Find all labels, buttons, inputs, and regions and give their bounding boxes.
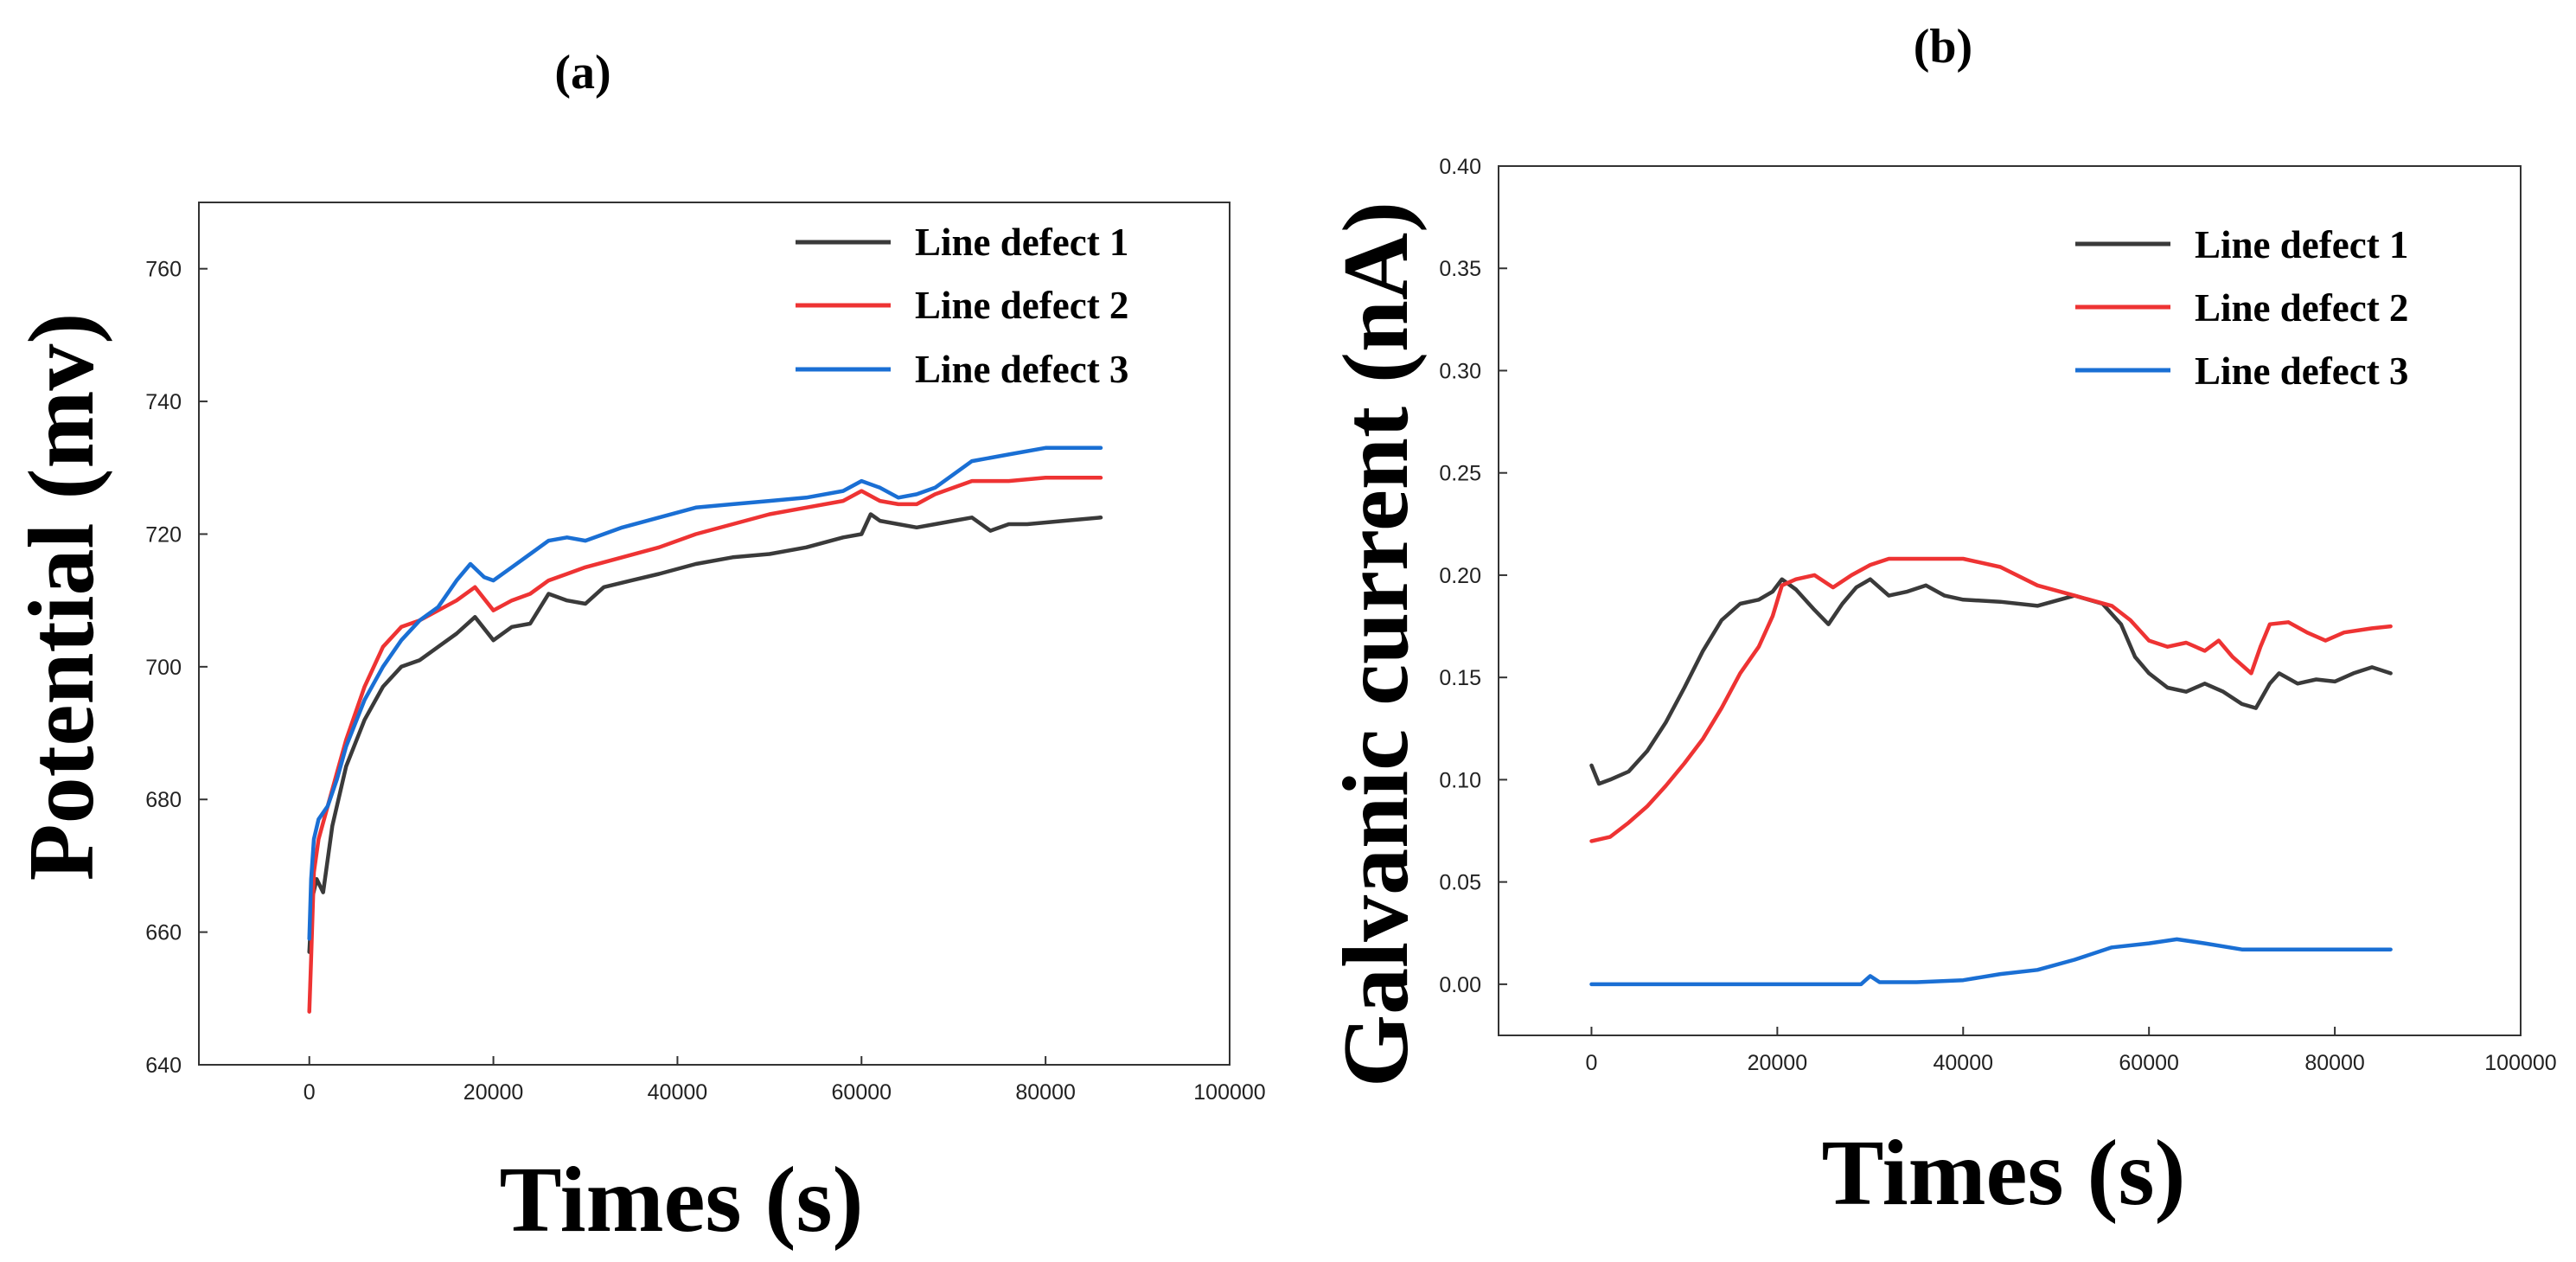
panel-b-series-line-defect-1 — [1589, 577, 2393, 786]
panel-b-y-tick-label: 0.10 — [1439, 768, 1481, 792]
panel-b-x-tick-label: 100000 — [2484, 1051, 2556, 1075]
panel-b-y-axis-title: Galvanic current (nA) — [1325, 202, 1428, 1087]
panel-a-y-tick-label: 740 — [145, 390, 182, 414]
panel-a-x-tick-label: 60000 — [832, 1080, 892, 1105]
panel-b-series-group — [1589, 556, 2393, 987]
panel-a-x-tick-label: 20000 — [463, 1080, 524, 1105]
panel-a-y-tick-label: 720 — [145, 522, 182, 547]
panel-b-x-tick-label: 80000 — [2304, 1051, 2365, 1075]
panel-b-x-axis-title: Times (s) — [1822, 1122, 2186, 1225]
panel-a-series-group — [307, 445, 1103, 1014]
panel-b-legend: Line defect 1 Line defect 2 Line defect … — [2075, 223, 2408, 393]
panel-a-y-axis-title: Potential (mv) — [10, 313, 113, 881]
panel-a-x-tick-label: 40000 — [648, 1080, 708, 1105]
panel-b-series-line-defect-2 — [1589, 556, 2393, 843]
panel-a-legend-label-3: Line defect 3 — [915, 348, 1128, 391]
panel-a-label: (a) — [554, 46, 610, 99]
panel-a-y-tick-label: 700 — [145, 656, 182, 680]
panel-a-chart: (a) Potential (mv) Times (s) 0 20000 40000… — [10, 46, 1266, 1252]
panel-b-y-tick-label: 0.20 — [1439, 564, 1481, 588]
panel-b-y-tick-label: 0.30 — [1439, 359, 1481, 383]
panel-b-y-tick-label: 0.40 — [1439, 155, 1481, 179]
panel-a-y-tick-label: 640 — [145, 1054, 182, 1078]
panel-b-x-tick-label: 20000 — [1748, 1051, 1808, 1075]
panel-b-y-tick-label: 0.35 — [1439, 257, 1481, 281]
panel-a-x-tick-label: 80000 — [1015, 1080, 1076, 1105]
panel-a-series-line-defect-2 — [307, 476, 1103, 1014]
panel-b-x-tick-label: 60000 — [2119, 1051, 2179, 1075]
panel-b-y-tick-label: 0.05 — [1439, 871, 1481, 895]
panel-a-x-tick-label: 100000 — [1193, 1080, 1265, 1105]
panel-b-x-tick-label: 40000 — [1934, 1051, 1994, 1075]
panel-a-legend-label-2: Line defect 2 — [915, 284, 1128, 327]
panel-a-legend-label-1: Line defect 1 — [915, 221, 1128, 264]
panel-b-chart: (b) Galvanic current (nA) Times (s) 0 200… — [1325, 20, 2557, 1225]
panel-a-series-line-defect-1 — [307, 512, 1103, 954]
panel-b-plot-frame — [1498, 165, 2522, 1036]
panel-a-ticks: 0 20000 40000 60000 80000 100000 640 660 680 700 7… — [145, 258, 1265, 1105]
panel-b-series-line-defect-3 — [1589, 937, 2393, 987]
panel-b-legend-label-1: Line defect 1 — [2195, 223, 2408, 266]
panel-a-y-tick-label: 760 — [145, 258, 182, 282]
panel-b-y-tick-label: 0.25 — [1439, 462, 1481, 486]
panel-a-plot-frame — [198, 202, 1230, 1066]
panel-a-legend: Line defect 1 Line defect 2 Line defect … — [796, 221, 1128, 391]
panel-a-x-tick-label: 0 — [304, 1080, 316, 1105]
panel-a-y-tick-label: 680 — [145, 788, 182, 812]
panel-b-ticks: 0 20000 40000 60000 80000 100000 0.00 0.05 0.10 0… — [1439, 155, 2556, 1075]
panel-b-label: (b) — [1914, 20, 1972, 74]
panel-b-x-tick-label: 0 — [1586, 1051, 1598, 1075]
panel-a-y-tick-label: 660 — [145, 921, 182, 945]
panel-a-series-line-defect-3 — [307, 445, 1103, 941]
panel-a-x-axis-title: Times (s) — [500, 1149, 864, 1252]
panel-b-legend-label-3: Line defect 3 — [2195, 349, 2408, 393]
panel-b-y-tick-label: 0.00 — [1439, 973, 1481, 997]
panel-b-legend-label-2: Line defect 2 — [2195, 286, 2408, 330]
panel-b-y-tick-label: 0.15 — [1439, 666, 1481, 690]
